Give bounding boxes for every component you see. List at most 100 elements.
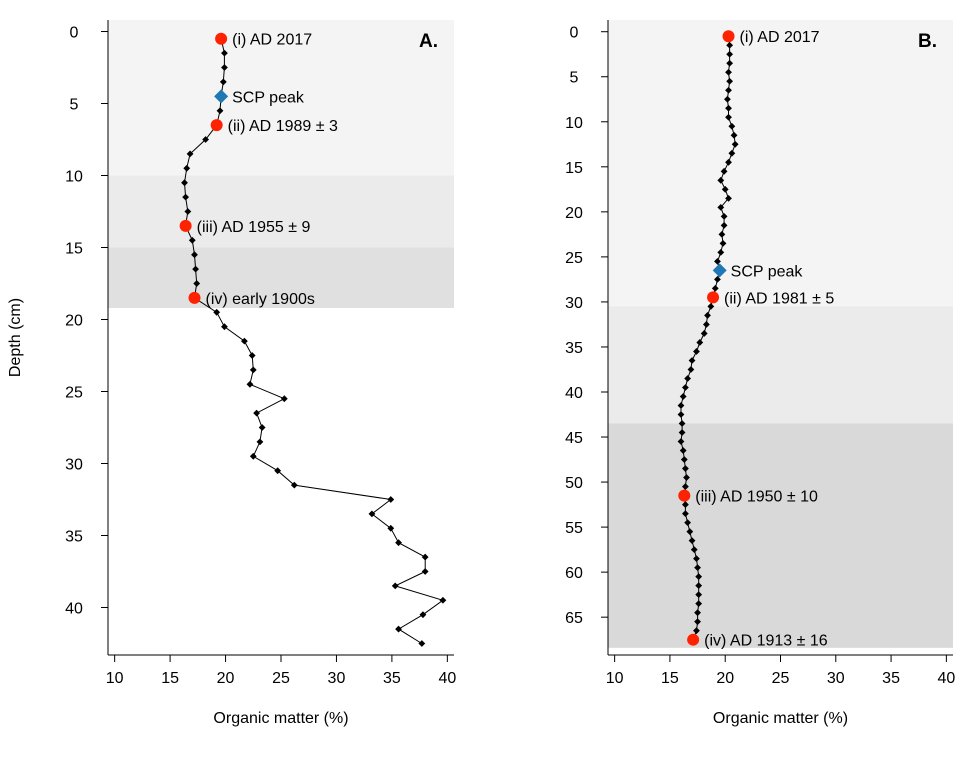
panel-2-y-tick-label: 35 xyxy=(565,340,583,357)
panel-2-data-point xyxy=(677,402,685,409)
panel-1-data-point xyxy=(421,553,429,561)
panel-1-data-point xyxy=(192,265,200,273)
panel-2-data-point xyxy=(679,393,687,400)
panel-2-data-point xyxy=(696,339,704,346)
panel-1-data-point xyxy=(290,481,298,489)
panel-2-data-point xyxy=(695,582,703,590)
panel-1-data-point xyxy=(395,625,402,633)
panel-2-data-point xyxy=(728,149,736,157)
panel-2-data-point xyxy=(682,501,689,508)
panel-1-x-tick-label: 10 xyxy=(106,670,124,687)
panel-2-data-point xyxy=(707,303,715,310)
panel-2-data-point xyxy=(694,564,701,572)
panel-2-y-tick-label: 0 xyxy=(570,25,579,42)
panel-2-data-point xyxy=(721,185,729,193)
panel-2-data-point xyxy=(730,131,738,139)
panel-2-data-point xyxy=(686,528,694,536)
panel-2-data-point xyxy=(677,411,685,418)
panel-2-data-point xyxy=(693,555,700,563)
panel-1-data-point xyxy=(256,438,264,446)
panel-1-x-tick-label: 15 xyxy=(161,670,179,687)
panel-1-marker-label: SCP peak xyxy=(232,89,305,106)
panel-2-data-point xyxy=(687,366,695,373)
panel-2-data-point xyxy=(684,375,692,382)
panel-1-label: A. xyxy=(419,31,438,52)
panel-1-data-point xyxy=(202,136,209,143)
panel-1-data-point xyxy=(219,78,227,86)
panel-2-data-point xyxy=(711,285,719,292)
panel-1-data-point xyxy=(387,496,395,503)
panel-2-x-tick-label: 40 xyxy=(937,670,955,687)
panel-2-data-point xyxy=(718,230,726,238)
panel-2-y-tick-label: 60 xyxy=(565,565,583,582)
panel-1-data-point xyxy=(439,596,447,604)
panel-2-y-tick-label: 10 xyxy=(565,115,583,132)
panel-2-date-marker xyxy=(722,30,735,43)
panel-2-scp-marker xyxy=(712,263,727,278)
panel-1-data-point xyxy=(280,395,288,403)
panel-2-data-point xyxy=(682,384,689,391)
panel-1: 0 5 10 15 20 25 30 35 40 10 15 20 25 30 35 40 Organic ma… xyxy=(7,20,456,727)
panel-1-x-tick-label: 35 xyxy=(383,670,401,687)
panel-1-y-tick-label: 40 xyxy=(65,600,83,617)
panel-1-y-tick-label: 10 xyxy=(65,169,83,186)
panel-2-data-point xyxy=(726,77,734,85)
panel-1-y-tick-label: 15 xyxy=(65,241,83,258)
panel-1-data-point xyxy=(191,251,198,259)
panel-2-data-point xyxy=(682,483,689,490)
panel-2-data-point xyxy=(714,276,721,283)
panel-1-y-tick-label: 5 xyxy=(70,97,79,114)
panel-1-data-point xyxy=(184,208,192,215)
panel-1-data-point xyxy=(253,409,261,417)
panel-2-x-tick-label: 30 xyxy=(827,670,845,687)
panel-2-data-point xyxy=(717,248,725,256)
panel-2-data-point xyxy=(703,321,710,328)
panel-1-date-marker xyxy=(215,32,228,45)
panel-2-data-point xyxy=(680,456,688,463)
panel-1-y-tick-label: 30 xyxy=(65,456,83,473)
panel-2-y-tick-label: 15 xyxy=(565,160,583,177)
panel-1-data-point xyxy=(193,280,201,287)
panel-2-band-2 xyxy=(608,306,953,424)
panel-2-marker-label: (ii) AD 1981 ± 5 xyxy=(724,290,834,307)
panel-2-data-point xyxy=(720,221,728,229)
panel-1-data-point xyxy=(186,150,194,158)
panel-1-y-tick-label: 25 xyxy=(65,384,83,401)
panel-1-marker-label: (iv) early 1900s xyxy=(206,291,315,308)
panel-1-data-point xyxy=(395,539,402,547)
panel-1-scp-marker xyxy=(214,89,229,104)
panel-1-band-2 xyxy=(108,175,454,248)
panel-2-data-point xyxy=(726,50,734,58)
panel-2-data-point xyxy=(690,546,698,554)
panel-1-x-tick-label: 30 xyxy=(328,670,346,687)
panel-2-marker-label: (i) AD 2017 xyxy=(740,29,820,46)
panel-2-date-marker xyxy=(707,291,720,304)
panel-1-y-tick-label: 20 xyxy=(65,313,83,330)
panel-1-date-marker xyxy=(188,291,201,304)
panel-2-data-point xyxy=(688,357,696,364)
panel-1-data-point xyxy=(391,582,399,590)
panel-2-data-point xyxy=(693,627,700,635)
panel-2-data-point xyxy=(725,194,732,202)
panel-2-data-point xyxy=(717,203,725,211)
panel-2-band-1 xyxy=(608,20,953,307)
panel-2-date-marker xyxy=(678,489,691,502)
panel-1-data-point xyxy=(248,352,256,359)
panel-2-label: B. xyxy=(918,31,937,52)
panel-2-y-tick-label: 20 xyxy=(565,205,583,222)
panel-2-y-tick-label: 30 xyxy=(565,295,583,312)
panel-2-data-point xyxy=(725,68,732,76)
panel-1-marker-label: (ii) AD 1989 ± 3 xyxy=(228,118,338,135)
panel-1-date-marker xyxy=(179,219,192,232)
panel-2-x-tick-label: 20 xyxy=(716,670,734,687)
panel-2-data-point xyxy=(694,618,701,626)
panel-2-data-point xyxy=(694,609,701,617)
panel-1-data-point xyxy=(183,164,191,172)
panel-2-band-3 xyxy=(608,423,953,648)
panel-1-data-point xyxy=(421,568,429,575)
panel-2-y-tick-label: 50 xyxy=(565,475,583,492)
panel-1-data-point xyxy=(213,308,221,316)
panel-1-data-point xyxy=(387,524,395,532)
panel-2-data-point xyxy=(726,41,734,49)
panel-1-data-point xyxy=(419,611,427,619)
